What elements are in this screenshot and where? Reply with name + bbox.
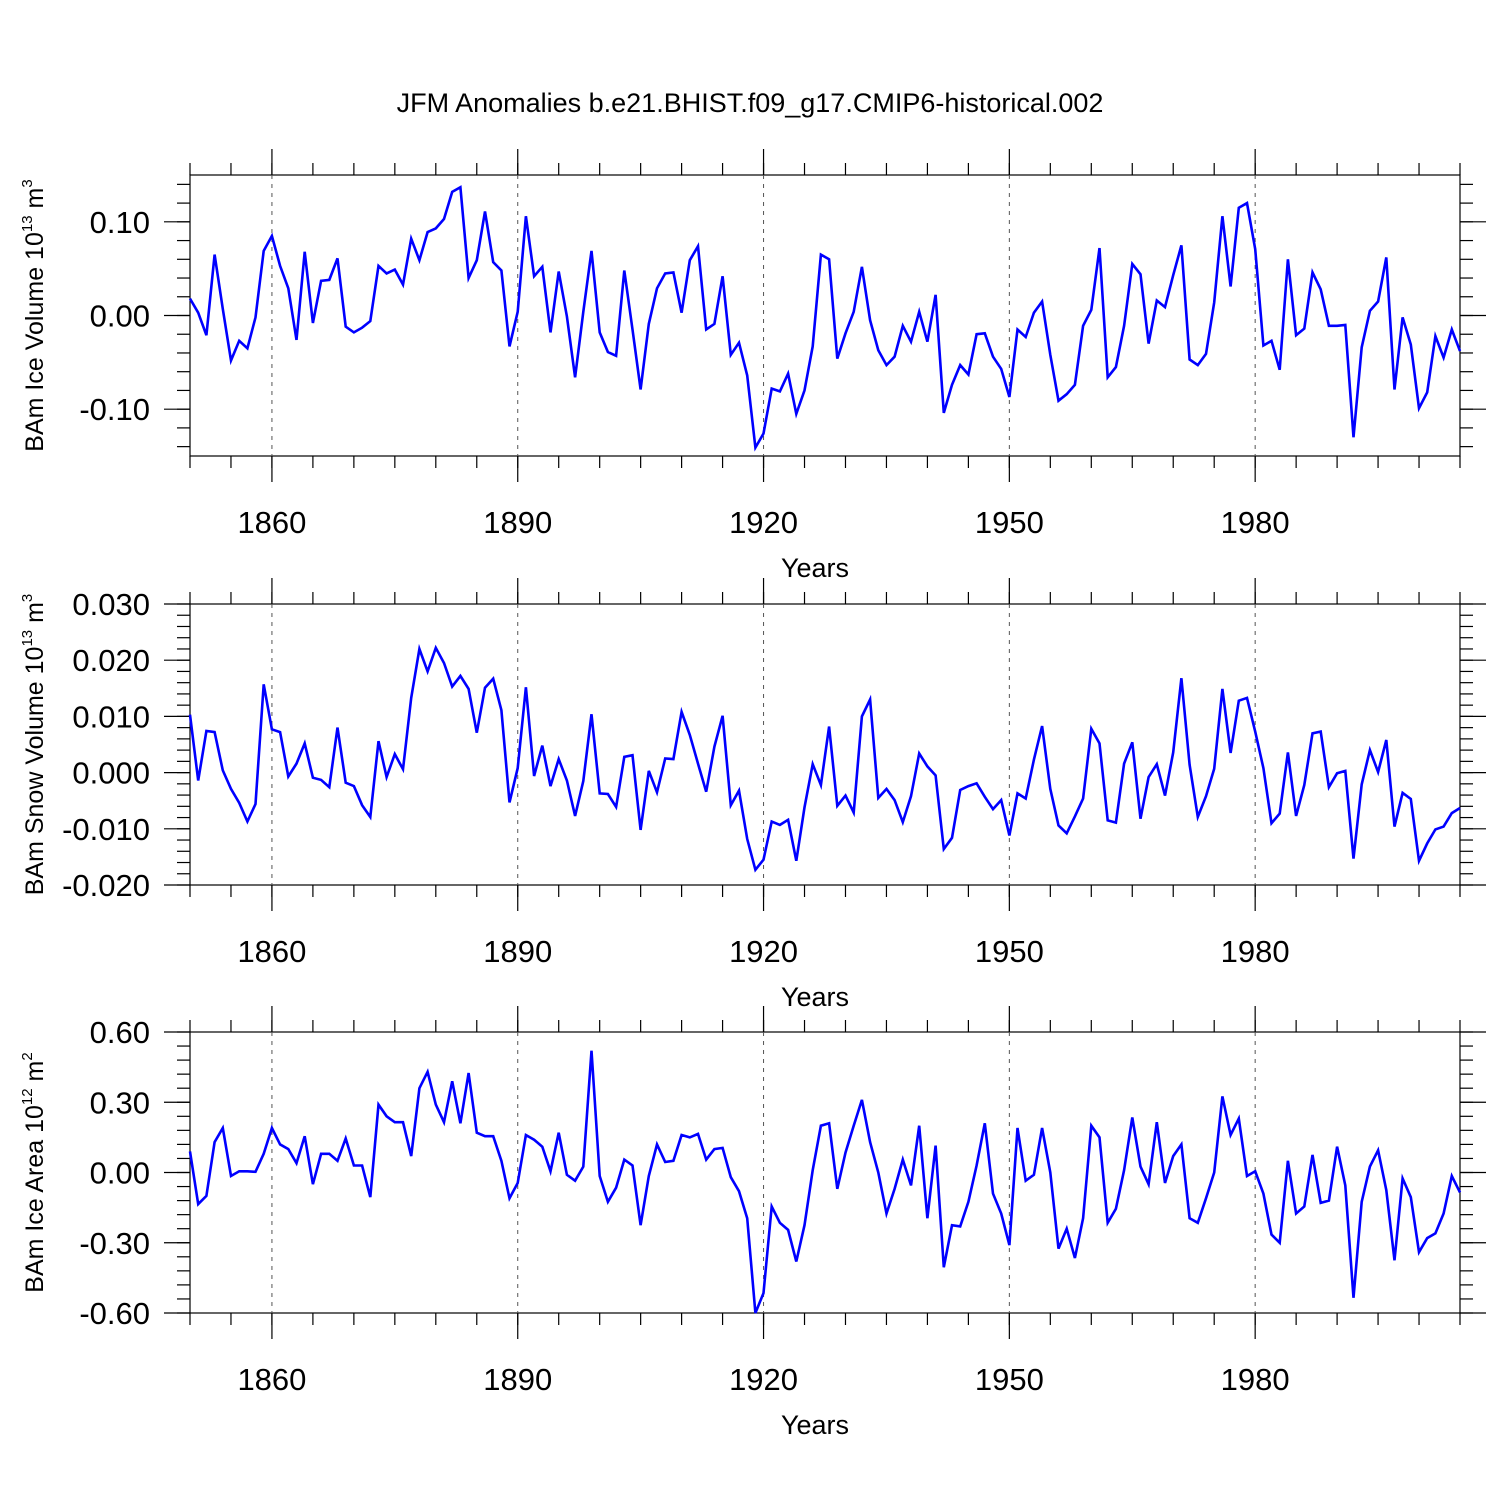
y-axis-label-unit-exp: 2 bbox=[19, 1052, 36, 1060]
y-axis-label: BAm Ice Volume 1013 m3 bbox=[19, 179, 49, 451]
panels: 1860 1890 1920 1950 1980 -0.10 0.00 0.10 Years BA… bbox=[19, 149, 1486, 1440]
y-tick-label: -0.010 bbox=[62, 812, 150, 847]
x-tick-label: 1860 bbox=[237, 505, 306, 540]
plot-frame bbox=[189, 603, 1461, 886]
x-tick-label: 1890 bbox=[483, 934, 552, 969]
y-tick-label: 0.00 bbox=[90, 299, 150, 334]
x-axis-label: Years bbox=[781, 1410, 849, 1440]
y-axis-label-unit-exp: 3 bbox=[19, 179, 36, 187]
y-tick-label: -0.30 bbox=[79, 1226, 150, 1261]
y-tick-label: 0.030 bbox=[72, 587, 150, 622]
y-tick-label: -0.10 bbox=[79, 392, 150, 427]
plot-frame bbox=[189, 174, 1461, 457]
y-tick-label: 0.020 bbox=[72, 643, 150, 678]
y-tick-label: 0.30 bbox=[90, 1085, 150, 1120]
y-axis-label-unit-exp: 3 bbox=[19, 594, 36, 602]
y-tick-label: 0.010 bbox=[72, 699, 150, 734]
plot-frame bbox=[189, 1031, 1461, 1314]
x-tick-label: 1920 bbox=[729, 934, 798, 969]
y-tick-label: -0.60 bbox=[79, 1296, 150, 1331]
x-tick-label: 1890 bbox=[483, 505, 552, 540]
x-tick-label: 1860 bbox=[237, 1362, 306, 1397]
y-axis-label-main: BAm Ice Area 10 bbox=[21, 1105, 49, 1293]
y-axis-label-main: BAm Snow Volume 10 bbox=[21, 647, 49, 896]
x-tick-label: 1860 bbox=[237, 934, 306, 969]
figure-title: JFM Anomalies b.e21.BHIST.f09_g17.CMIP6-… bbox=[397, 88, 1104, 118]
x-tick-label: 1920 bbox=[729, 1362, 798, 1397]
x-tick-label: 1980 bbox=[1221, 934, 1290, 969]
series-line-ice-volume bbox=[188, 185, 1462, 452]
series-line-ice-area bbox=[188, 1050, 1462, 1314]
x-tick-label: 1950 bbox=[975, 1362, 1044, 1397]
y-tick-label: -0.020 bbox=[62, 868, 150, 903]
y-axis-label-unit: m bbox=[21, 602, 49, 630]
y-tick-label: 0.10 bbox=[90, 205, 150, 240]
x-axis-label: Years bbox=[781, 982, 849, 1012]
panel-ice-area: 1860 1890 1920 1950 1980 -0.60 -0.30 0.00 0.30 0.… bbox=[19, 1006, 1486, 1440]
x-tick-label: 1890 bbox=[483, 1362, 552, 1397]
x-tick-label: 1950 bbox=[975, 934, 1044, 969]
y-tick-label: 0.00 bbox=[90, 1156, 150, 1191]
y-axis-label-exp: 13 bbox=[19, 215, 36, 232]
panel-ice-volume: 1860 1890 1920 1950 1980 -0.10 0.00 0.10 Years BA… bbox=[19, 149, 1486, 583]
y-tick-label: 0.000 bbox=[72, 756, 150, 791]
y-axis-label-exp: 13 bbox=[19, 630, 36, 647]
x-tick-label: 1980 bbox=[1221, 505, 1290, 540]
panel-snow-volume: 1860 1890 1920 1950 1980 -0.020 -0.010 0.000 0.0… bbox=[19, 578, 1486, 1012]
x-tick-label: 1920 bbox=[729, 505, 798, 540]
x-tick-label: 1980 bbox=[1221, 1362, 1290, 1397]
y-axis-label-main: BAm Ice Volume 10 bbox=[21, 232, 49, 452]
y-tick-label: 0.60 bbox=[90, 1015, 150, 1050]
y-axis-label-unit: m bbox=[21, 1061, 49, 1089]
y-axis-label: BAm Ice Area 1012 m2 bbox=[19, 1052, 49, 1292]
y-axis-label-exp: 12 bbox=[19, 1088, 36, 1105]
y-axis-label-unit: m bbox=[21, 188, 49, 216]
x-tick-label: 1950 bbox=[975, 505, 1044, 540]
y-axis-label: BAm Snow Volume 1013 m3 bbox=[19, 594, 49, 896]
x-axis-label: Years bbox=[781, 553, 849, 583]
series-line-snow-volume bbox=[188, 643, 1461, 873]
